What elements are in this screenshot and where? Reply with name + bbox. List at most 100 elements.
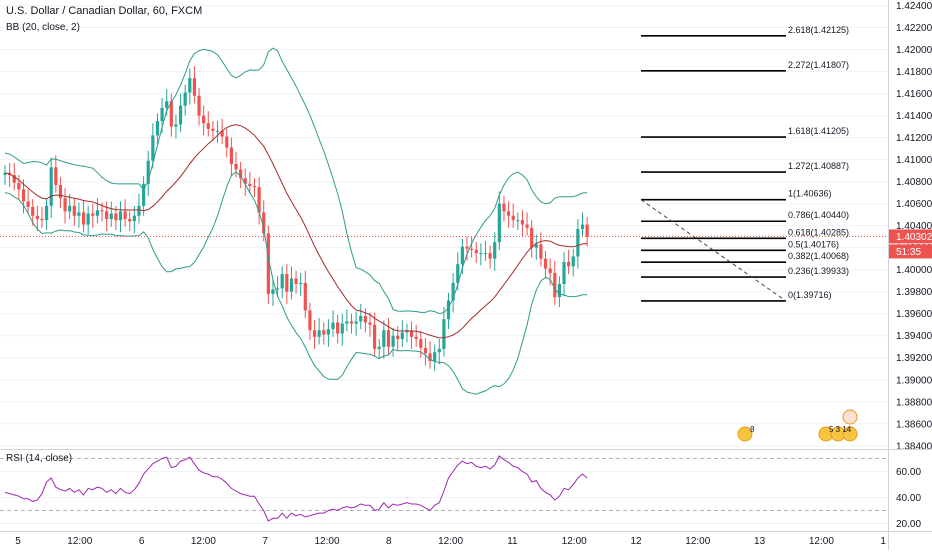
candle-body — [465, 246, 469, 249]
candle-body — [225, 136, 229, 148]
time-tick-label: 5 — [15, 536, 21, 547]
price-tick-label: 1.39400 — [896, 331, 932, 342]
time-tick-label: 12 — [630, 536, 642, 547]
candle-body — [483, 253, 488, 255]
candle-body — [405, 331, 409, 333]
candle-body — [451, 282, 455, 301]
time-tick-label: 11 — [507, 536, 518, 547]
candle-body — [155, 121, 160, 136]
candle-body — [530, 227, 534, 248]
candle-body — [340, 323, 344, 334]
price-tick-label: 1.40600 — [896, 199, 932, 210]
candle-body — [26, 201, 30, 207]
price-tick-label: 1.39600 — [896, 309, 932, 320]
candle-body — [400, 332, 404, 340]
candle-body — [17, 182, 21, 190]
candle-body — [414, 336, 418, 340]
candle-body — [349, 321, 354, 324]
candle-body — [474, 249, 478, 254]
candle-body — [289, 278, 294, 292]
candle-body — [373, 324, 377, 349]
candle-body — [585, 224, 589, 237]
price-tick-label: 1.38400 — [896, 441, 932, 452]
candle-body — [493, 242, 497, 259]
fib-level-label: 2.618(1.42125) — [788, 25, 849, 35]
time-tick-label: 12:00 — [809, 536, 834, 547]
price-tick-label: 1.39800 — [896, 287, 932, 298]
price-tick-label: 1.41800 — [896, 67, 932, 78]
price-tick-label: 1.38600 — [896, 419, 932, 430]
candle-body — [77, 212, 81, 216]
candle-body — [132, 215, 136, 222]
candle-body — [248, 183, 252, 187]
candle-body — [336, 322, 340, 334]
candle-body — [317, 330, 321, 337]
candle-body — [368, 322, 372, 325]
candle-body — [54, 167, 58, 185]
fib-level-label: 1.272(1.40887) — [788, 161, 849, 171]
candle-body — [215, 130, 220, 132]
fib-level-label: 0.5(1.40176) — [788, 239, 839, 249]
time-tick-label: 12:00 — [191, 536, 216, 547]
countdown-value: 51:35 — [896, 247, 921, 258]
fib-level-label: 1.618(1.41205) — [788, 126, 849, 136]
candle-body — [3, 172, 7, 176]
event-cluster-badge: 5 3 14 — [829, 425, 852, 434]
canada-flag-event-icon — [842, 409, 858, 425]
time-tick-label: 6 — [139, 536, 145, 547]
rsi-line — [4, 455, 588, 522]
candle-body — [44, 205, 49, 221]
candle-body — [479, 253, 483, 255]
fib-level-label: 0(1.39716) — [788, 290, 832, 300]
time-tick-label: 12:00 — [685, 536, 710, 547]
candle-body — [576, 228, 580, 257]
candle-body — [21, 189, 26, 202]
candle-body — [151, 135, 155, 161]
candle-body — [506, 211, 511, 216]
candle-body — [391, 335, 395, 347]
candle-body — [502, 203, 506, 212]
candle-body — [105, 211, 109, 220]
candle-body — [331, 322, 335, 330]
event-count-badge: 8 — [750, 425, 755, 434]
candle-body — [72, 205, 76, 216]
candle-body — [95, 210, 99, 216]
candle-body — [81, 212, 86, 225]
price-tick-label: 1.41600 — [896, 89, 932, 100]
candle-body — [58, 184, 63, 199]
price-tick-label: 1.42000 — [896, 45, 932, 56]
candle-body — [539, 244, 543, 259]
candle-body — [446, 300, 451, 320]
candle-body — [437, 348, 441, 353]
candle-body — [239, 169, 243, 179]
candle-body — [308, 310, 312, 331]
candle-body — [396, 335, 400, 340]
price-tick-label: 1.38800 — [896, 397, 932, 408]
candle-body — [257, 187, 261, 213]
candle-body — [562, 261, 566, 284]
candle-body — [516, 220, 520, 222]
candle-body — [123, 211, 127, 220]
candle-body — [49, 167, 53, 206]
candle-body — [63, 198, 67, 212]
price-tick-label: 1.40000 — [896, 265, 932, 276]
time-tick-label: 12:00 — [438, 536, 463, 547]
candle-body — [86, 213, 90, 225]
fib-level-label: 2.272(1.41807) — [788, 60, 849, 70]
candle-body — [303, 282, 307, 311]
us-flag-event-icon — [737, 426, 753, 442]
candle-body — [91, 213, 95, 216]
fib-level-label: 0.618(1.40285) — [788, 227, 849, 237]
bb-upper-band — [4, 47, 588, 315]
candle-body — [285, 274, 289, 292]
candle-body — [543, 258, 548, 269]
candle-body — [128, 219, 132, 222]
candle-body — [386, 330, 391, 347]
candle-body — [456, 264, 460, 283]
candle-body — [525, 224, 529, 228]
candle-body — [377, 346, 381, 349]
candle-body — [118, 211, 123, 221]
candle-body — [100, 210, 104, 212]
